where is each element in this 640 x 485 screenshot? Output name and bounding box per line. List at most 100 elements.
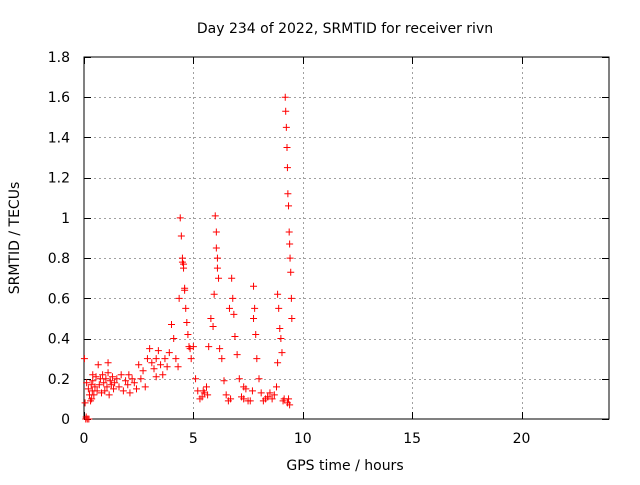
y-tick-label: 0.4 [48,332,70,348]
data-point [274,290,282,298]
data-point [277,335,285,343]
data-point [283,144,291,151]
data-point [163,363,171,371]
data-point [255,375,263,383]
data-point [146,345,154,353]
data-point [240,395,248,403]
data-point [172,355,180,363]
data-point [252,331,260,339]
x-axis-label: GPS time / hours [286,458,403,474]
data-point [135,361,143,369]
data-point [119,387,127,395]
data-point [240,383,248,391]
data-points [80,93,296,423]
data-point [207,314,215,322]
data-point [110,385,118,393]
data-point [90,391,98,399]
data-point [95,381,103,389]
data-point [85,415,93,423]
data-point [199,387,207,395]
data-point [282,107,290,115]
data-point [124,381,132,389]
data-point [101,387,109,395]
data-point [192,375,200,383]
data-point [130,379,138,387]
data-point [115,383,123,391]
data-point [220,377,228,385]
data-point [168,320,175,328]
data-point [88,395,96,403]
data-point [165,349,173,357]
data-point [212,228,220,236]
data-point [227,395,235,403]
data-point [285,395,293,403]
data-point [285,228,293,236]
data-point [94,361,102,369]
data-point [102,375,110,383]
data-point [233,351,241,359]
data-point [154,347,162,355]
data-point [89,377,97,385]
data-point [276,325,284,332]
data-point [99,371,107,379]
data-point [113,375,121,383]
data-point [270,391,278,399]
data-point [84,385,92,393]
data-point [104,369,112,377]
y-tick-label: 1 [61,211,70,227]
data-point [117,371,125,379]
x-tick-label: 20 [513,431,531,447]
y-tick-label: 1.2 [48,171,70,187]
data-point [126,389,134,397]
data-point [212,244,220,252]
data-point [274,359,282,367]
data-point [285,202,293,210]
data-point [205,343,213,351]
data-point [286,240,294,248]
data-point [81,399,89,407]
data-point [283,164,291,172]
data-point [143,355,151,363]
data-point [157,361,165,369]
data-point [284,190,292,198]
data-point [264,393,272,401]
data-point [203,383,210,391]
data-point [275,304,283,312]
data-point [257,389,265,397]
data-point [273,383,280,391]
data-point [281,93,289,101]
data-point [282,123,290,131]
data-point [183,318,191,326]
data-point [266,389,274,397]
data-point [137,375,145,383]
data-point [122,377,130,385]
y-tick-label: 1.4 [48,130,70,146]
data-point [288,314,296,322]
data-point [128,375,136,383]
data-point [225,304,233,312]
data-point [87,381,95,389]
y-tick-label: 1.8 [48,50,70,66]
chart-title: Day 234 of 2022, SRMTID for receiver riv… [197,21,493,37]
data-point [198,393,206,401]
data-point [228,274,236,282]
data-point [91,383,99,391]
data-point [287,294,295,302]
x-tick-label: 15 [403,431,421,447]
data-point [159,371,167,379]
x-tick-label: 0 [80,431,89,447]
data-point [175,294,183,302]
data-point [268,395,276,403]
data-point [251,304,259,312]
data-point [174,363,182,371]
data-point [106,377,114,385]
data-point [152,373,160,381]
data-point [111,379,119,387]
data-point [209,322,217,330]
data-point [250,282,258,290]
data-point [222,391,230,399]
data-point [218,355,226,363]
data-point [100,379,108,387]
